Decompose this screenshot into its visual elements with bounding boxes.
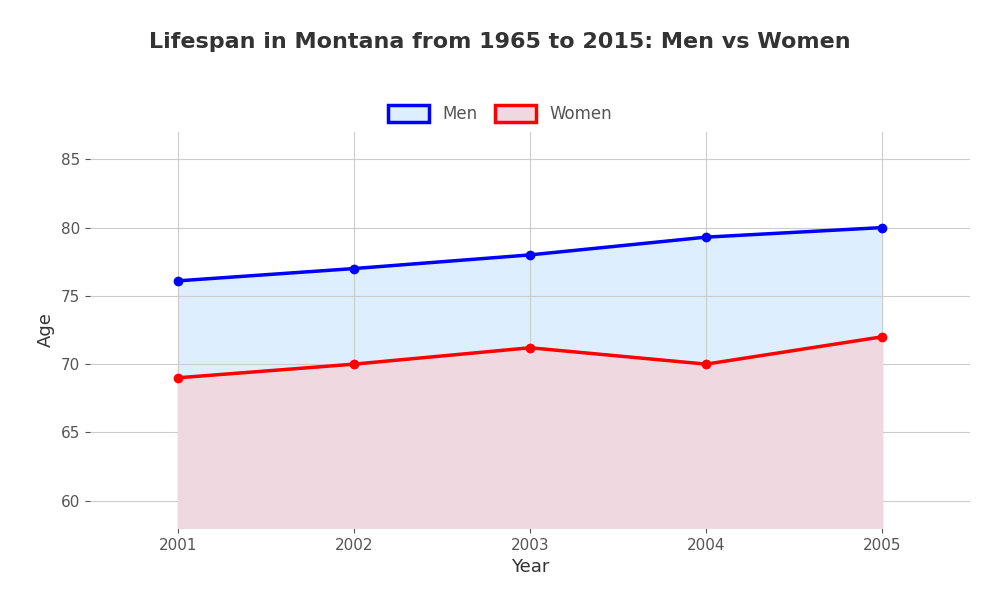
Y-axis label: Age: Age	[37, 313, 55, 347]
Legend: Men, Women: Men, Women	[381, 98, 619, 130]
X-axis label: Year: Year	[511, 558, 549, 576]
Text: Lifespan in Montana from 1965 to 2015: Men vs Women: Lifespan in Montana from 1965 to 2015: M…	[149, 32, 851, 52]
